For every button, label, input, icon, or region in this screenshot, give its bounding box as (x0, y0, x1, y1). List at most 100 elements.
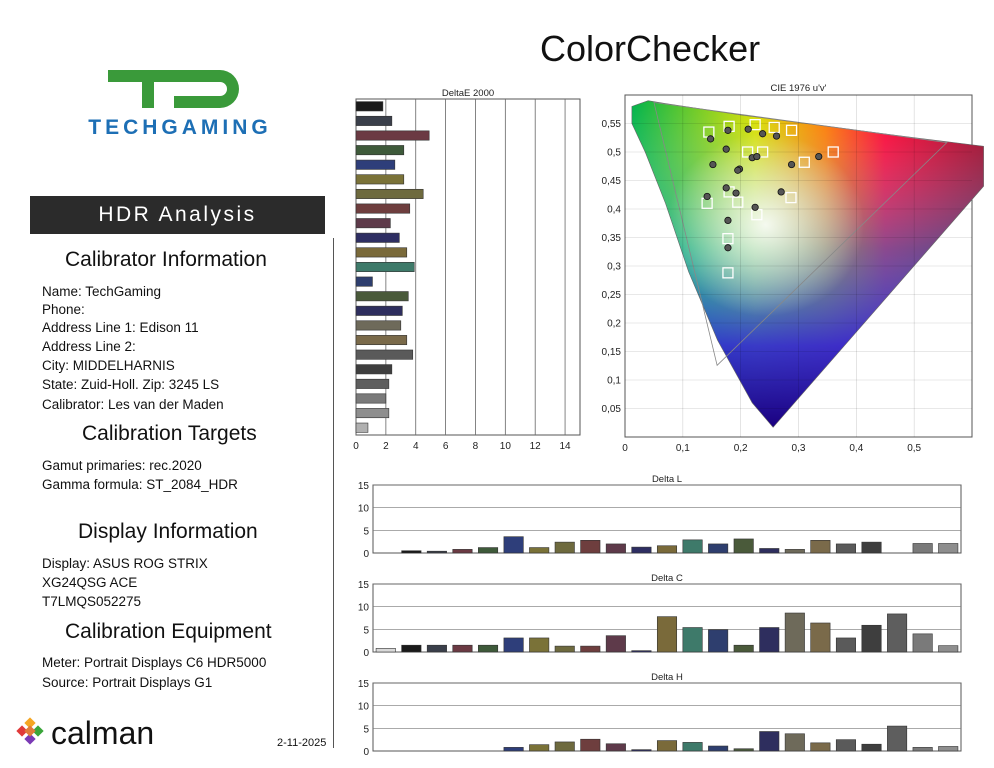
deltae-bar (355, 218, 391, 229)
delta-l-bar (478, 547, 499, 554)
delta-h-title: Delta H (651, 672, 683, 683)
cie-x-tick-label: 0,3 (792, 443, 806, 454)
deltae-bar (355, 174, 405, 185)
calibrator-state-zip: State: Zuid-Holl. Zip: 3245 LS (42, 377, 220, 392)
deltae-bar (355, 145, 405, 156)
delta-h-bar (554, 741, 575, 752)
delta-c-bar (810, 622, 831, 653)
cie-measured-marker (777, 188, 785, 196)
cie-measured-marker (709, 160, 717, 169)
delta-c-bar (478, 644, 499, 653)
delta-l-tick-label: 5 (363, 526, 369, 537)
delta-l-bar (810, 540, 831, 554)
deltae-tick-label: 0 (353, 441, 359, 452)
cie-y-tick-label: 0,35 (602, 233, 622, 244)
logo-t-glyph (108, 70, 188, 108)
delta-c-tick-label: 10 (358, 603, 370, 614)
calibrator-person: Calibrator: Les van der Maden (42, 397, 224, 412)
delta-h-bar (631, 749, 652, 752)
cie-measured-marker (706, 135, 715, 143)
delta-c-bar (554, 645, 575, 653)
delta-c-bar (861, 624, 882, 653)
delta-l-plot-area (372, 484, 962, 554)
gamut-primaries: Gamut primaries: rec.2020 (42, 458, 202, 473)
delta-h-bar (656, 740, 678, 752)
deltae-bar (355, 130, 430, 141)
delta-c-title: Delta C (651, 573, 683, 584)
delta-l-bar (529, 547, 550, 554)
delta-l-tick-label: 15 (358, 481, 370, 492)
deltae-bar (355, 203, 411, 214)
cie-x-tick-label: 0,2 (734, 443, 748, 454)
cie-x-tick-label: 0,1 (676, 443, 690, 454)
cie-measured-marker (787, 160, 796, 169)
delta-c-bar (529, 637, 550, 653)
display-model: XG24QSG ACE (42, 575, 138, 590)
delta-l-bar (554, 541, 575, 554)
delta-c-bar (503, 637, 524, 653)
delta-c-bar (375, 648, 396, 653)
cie-white-overlay (631, 100, 984, 428)
cie-target-marker (722, 267, 734, 279)
techgaming-logo: TECHGAMING (88, 70, 268, 138)
cie-measured-marker (724, 216, 732, 224)
delta-h-bar (835, 739, 856, 752)
delta-c-bar (605, 635, 626, 653)
deltae-bar (355, 232, 400, 243)
delta-l-bar (426, 550, 447, 554)
cie-measured-marker (753, 152, 761, 161)
logo-d-glyph (174, 70, 239, 108)
report-date: 2-11-2025 (277, 737, 327, 749)
cie-target-marker (722, 232, 734, 245)
delta-h-bar (759, 731, 780, 752)
delta-c-bar (708, 629, 729, 653)
cie-y-tick-label: 0,15 (602, 347, 622, 358)
cie-measured-marker (744, 125, 752, 133)
cie-y-tick-label: 0,25 (602, 290, 622, 301)
delta-l-bar (580, 540, 601, 554)
deltae-bar (355, 335, 408, 346)
cie-y-tick-label: 0,55 (602, 119, 622, 130)
deltae-tick-label: 10 (500, 441, 512, 452)
cie-measured-marker (732, 189, 740, 197)
vertical-divider (333, 238, 334, 748)
delta-h-bar (810, 742, 831, 752)
delta-c-bar (452, 644, 473, 653)
cie-measured-marker (722, 184, 730, 192)
deltae-bar (355, 408, 390, 419)
delta-l-tick-label: 0 (363, 549, 369, 560)
cie-target-marker (756, 146, 769, 158)
cie-measured-marker (751, 203, 759, 211)
deltae-bar (355, 349, 414, 360)
delta-l-bar (656, 545, 678, 554)
deltae-bar (355, 159, 396, 170)
calibrator-city: City: MIDDELHARNIS (42, 358, 175, 373)
calibrator-address-1: Address Line 1: Edison 11 (42, 320, 199, 335)
calibrator-phone: Phone: (42, 302, 85, 317)
deltae-tick-label: 6 (443, 441, 449, 452)
delta-h-bar (887, 725, 908, 752)
deltae-bar (355, 422, 369, 433)
meter-info: Meter: Portrait Displays C6 HDR5000 (42, 655, 267, 670)
cie-target-marker (732, 196, 744, 208)
delta-h-bar (682, 742, 703, 752)
delta-h-bar (580, 738, 601, 752)
delta-h-tick-label: 5 (363, 724, 369, 735)
delta-h-bar (503, 747, 524, 752)
cie-x-tick-label: 0,4 (849, 443, 863, 454)
delta-l-tick-label: 10 (358, 504, 370, 515)
deltae-bar (355, 320, 402, 331)
delta-l-bar (912, 543, 933, 554)
delta-l-bar (503, 536, 524, 554)
display-name: Display: ASUS ROG STRIX (42, 556, 208, 571)
cie-target-marker (785, 191, 797, 204)
delta-h-bar (605, 743, 626, 752)
delta-l-bar (759, 548, 780, 554)
delta-c-bar (759, 627, 780, 653)
display-serial: T7LMQS052275 (42, 594, 142, 609)
calman-logo: calman (16, 715, 154, 751)
delta-c-bar (938, 645, 959, 653)
cie-target-marker (741, 146, 754, 158)
cie-measured-marker (815, 152, 823, 161)
